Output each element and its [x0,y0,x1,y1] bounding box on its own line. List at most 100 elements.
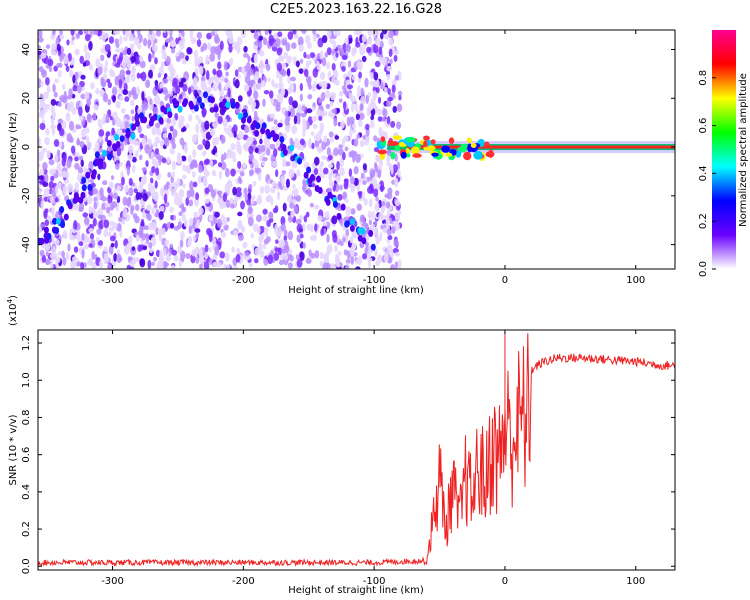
noise-speckle [278,73,283,84]
noise-speckle [397,259,402,269]
noise-speckle [268,217,274,223]
noise-speckle [339,158,345,168]
snr-multiplier: (x104) [6,295,19,326]
ridge-blob [289,144,295,152]
noise-speckle [284,116,290,126]
noise-speckle [276,93,281,99]
ridge-blob [46,232,52,240]
noise-speckle [176,155,183,165]
noise-speckle [336,160,340,171]
noise-speckle [395,190,400,197]
noise-speckle [268,211,274,220]
noise-speckle [380,82,384,90]
ridge-blob [221,105,227,113]
y-tick-label: -40 [21,236,32,252]
noise-speckle [290,209,295,219]
noise-speckle [360,141,364,147]
noise-speckle [82,61,87,67]
noise-speckle [97,240,104,246]
ridge-blob [193,104,199,112]
noise-speckle [232,229,238,236]
noise-speckle [144,144,150,154]
noise-speckle [369,72,375,80]
noise-speckle [258,235,264,244]
noise-speckle [92,217,97,227]
noise-speckle [353,166,359,175]
noise-speckle [371,81,376,88]
noise-speckle [111,127,115,136]
noise-speckle [124,30,130,37]
noise-speckle [307,137,312,148]
ridge-blob [94,151,100,159]
noise-speckle [172,128,178,138]
ridge-blob [54,226,60,234]
carrier-blob [441,145,451,153]
carrier-blob [473,150,483,160]
noise-speckle [297,36,304,47]
noise-speckle [151,261,155,267]
noise-speckle [296,116,301,125]
noise-speckle [88,227,94,233]
noise-speckle [326,147,331,157]
noise-speckle [274,223,279,234]
noise-speckle [293,33,299,40]
noise-speckle [324,90,331,99]
noise-speckle [254,247,260,256]
noise-speckle [393,54,398,62]
noise-speckle [258,171,262,181]
noise-speckle [241,66,246,75]
noise-speckle [343,249,348,256]
noise-speckle [195,114,200,120]
noise-speckle [121,128,127,134]
noise-speckle [279,55,284,61]
noise-speckle [152,106,159,116]
noise-speckle [374,221,378,226]
noise-speckle [81,248,85,259]
noise-speckle [132,213,138,219]
noise-speckle [243,125,250,134]
noise-speckle [198,207,204,215]
noise-speckle [135,203,140,212]
noise-speckle [88,160,94,171]
noise-speckle [397,169,401,178]
noise-speckle [155,227,159,236]
noise-speckle [373,71,379,81]
noise-speckle [373,188,379,198]
noise-speckle [223,152,227,161]
noise-speckle [397,90,403,96]
noise-speckle [240,200,245,210]
noise-speckle [50,50,57,56]
noise-speckle [59,30,63,36]
ridge-blob [254,129,260,137]
noise-speckle [82,212,89,218]
noise-speckle [318,115,323,121]
noise-speckle [40,109,45,120]
noise-speckle [212,122,218,129]
noise-speckle [132,93,139,100]
noise-speckle [326,244,333,254]
noise-speckle [206,32,212,40]
noise-speckle [377,169,382,179]
noise-speckle [169,125,174,132]
noise-speckle [153,256,158,262]
noise-speckle [335,257,340,263]
ridge-blob [209,96,215,104]
noise-speckle [38,44,42,51]
noise-speckle [57,118,63,124]
noise-speckle [208,247,212,253]
noise-speckle [316,145,323,154]
noise-speckle [253,258,259,264]
noise-speckle [200,80,206,91]
noise-speckle [92,112,97,121]
noise-speckle [242,241,248,249]
noise-speckle [111,86,118,96]
noise-speckle [114,239,118,249]
noise-speckle [204,198,210,204]
noise-speckle [219,40,224,51]
noise-speckle [115,42,120,48]
noise-speckle [356,203,362,211]
noise-speckle [123,55,130,64]
noise-speckle [226,217,230,222]
noise-speckle [181,155,187,161]
